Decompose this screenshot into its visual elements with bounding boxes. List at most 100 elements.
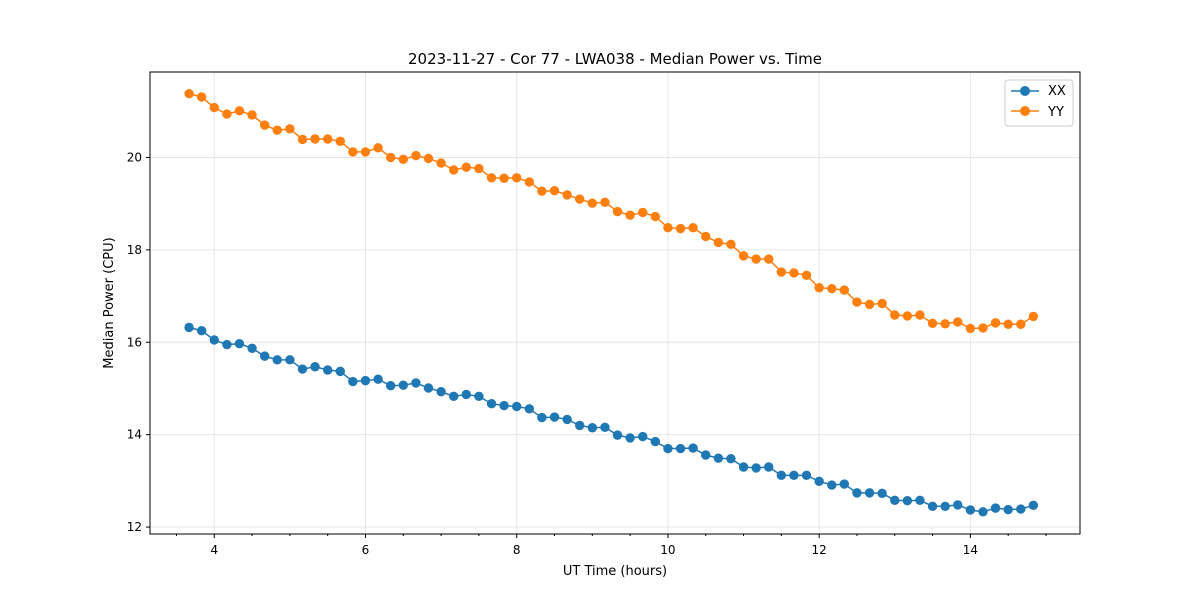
data-point-xx (474, 391, 484, 402)
data-point-yy (310, 134, 320, 144)
grid (150, 72, 1080, 534)
data-point-xx (877, 488, 887, 499)
data-point-yy (297, 134, 308, 145)
data-point-xx (688, 443, 698, 453)
data-point-xx (1028, 500, 1039, 511)
data-point-xx (738, 462, 749, 472)
data-point-yy (789, 268, 799, 278)
data-point-yy (499, 173, 509, 183)
data-point-yy (398, 154, 408, 165)
data-point-yy (184, 89, 194, 99)
y-tick-label: 14 (127, 428, 142, 442)
data-point-yy (701, 231, 711, 242)
data-point-xx (436, 387, 446, 397)
data-point-xx (675, 443, 686, 454)
data-point-xx (587, 423, 598, 433)
data-point-yy (738, 251, 749, 261)
data-point-yy (625, 210, 635, 220)
data-point-xx (789, 470, 799, 481)
data-point-yy (562, 190, 572, 200)
data-point-yy (1003, 319, 1013, 329)
data-point-xx (285, 355, 295, 365)
data-point-yy (322, 134, 333, 144)
data-point-xx (537, 412, 547, 423)
y-tick-label: 20 (127, 150, 142, 164)
data-point-xx (512, 401, 522, 412)
data-point-xx (650, 436, 660, 447)
data-point-xx (839, 479, 850, 489)
data-point-xx (600, 422, 610, 432)
data-point-yy (411, 150, 421, 161)
data-point-yy (348, 147, 358, 157)
data-point-yy (751, 254, 761, 264)
data-point-yy (864, 299, 875, 310)
legend-marker-xx (1020, 86, 1030, 96)
legend-label-xx: XX (1048, 84, 1066, 99)
data-point-xx (965, 505, 976, 515)
data-point-xx (385, 380, 396, 391)
data-point-yy (234, 106, 245, 116)
data-point-yy (940, 319, 950, 329)
data-point-yy (965, 323, 976, 334)
data-point-xx (184, 322, 194, 333)
data-point-xx (260, 351, 270, 361)
data-point-xx (322, 365, 333, 375)
data-point-xx (890, 495, 900, 505)
data-point-yy (574, 194, 585, 204)
data-point-xx (663, 443, 673, 454)
data-point-yy (385, 152, 396, 163)
y-tick-label: 12 (127, 520, 142, 534)
data-point-yy (587, 198, 598, 208)
data-point-xx (449, 391, 459, 402)
data-point-yy (612, 206, 623, 217)
data-point-yy (537, 186, 547, 196)
series-line-yy (188, 92, 1034, 330)
data-point-yy (285, 124, 295, 134)
data-point-yy (877, 298, 887, 309)
data-point-yy (713, 237, 724, 248)
data-point-yy (486, 173, 497, 183)
data-point-xx (625, 433, 635, 443)
data-point-yy (827, 283, 837, 294)
data-point-xx (726, 453, 736, 464)
data-point-xx (864, 488, 875, 498)
data-point-yy (776, 267, 787, 277)
legend-marker-yy (1020, 106, 1030, 116)
series-line-xx (188, 326, 1034, 513)
data-point-yy (839, 285, 850, 295)
data-point-xx (827, 480, 837, 490)
data-point-yy (927, 318, 938, 329)
data-point-xx (234, 338, 245, 349)
data-point-yy (1028, 311, 1039, 322)
legend: XX YY (1004, 79, 1074, 127)
x-tick-label: 12 (812, 543, 827, 557)
data-point-yy (764, 254, 774, 264)
data-point-yy (360, 147, 371, 157)
data-point-xx (398, 380, 408, 390)
data-point-yy (978, 323, 988, 333)
data-point-yy (373, 143, 383, 153)
data-point-xx (764, 462, 774, 472)
x-tick-label: 14 (963, 543, 978, 557)
x-tick-label: 6 (362, 543, 370, 557)
data-point-xx (209, 335, 219, 345)
legend-label-yy: YY (1047, 105, 1064, 120)
data-point-yy (549, 186, 560, 196)
data-point-xx (927, 501, 938, 511)
data-point-xx (486, 399, 497, 409)
data-point-xx (638, 431, 648, 442)
data-point-yy (801, 270, 812, 280)
x-tick-label: 4 (210, 543, 218, 557)
data-point-xx (574, 420, 585, 431)
data-point-xx (612, 430, 623, 440)
data-point-xx (272, 355, 282, 365)
data-point-yy (600, 197, 610, 207)
y-axis-label: Median Power (CPU) (102, 237, 117, 368)
data-point-yy (663, 222, 673, 233)
data-point-yy (902, 311, 913, 321)
data-point-yy (222, 109, 232, 119)
data-point-xx (524, 404, 535, 414)
plot-frame (149, 71, 1081, 535)
data-point-xx (902, 496, 913, 506)
axis-ticks: 4 6 8 10 12 14 12 14 16 18 20 (127, 150, 1047, 557)
